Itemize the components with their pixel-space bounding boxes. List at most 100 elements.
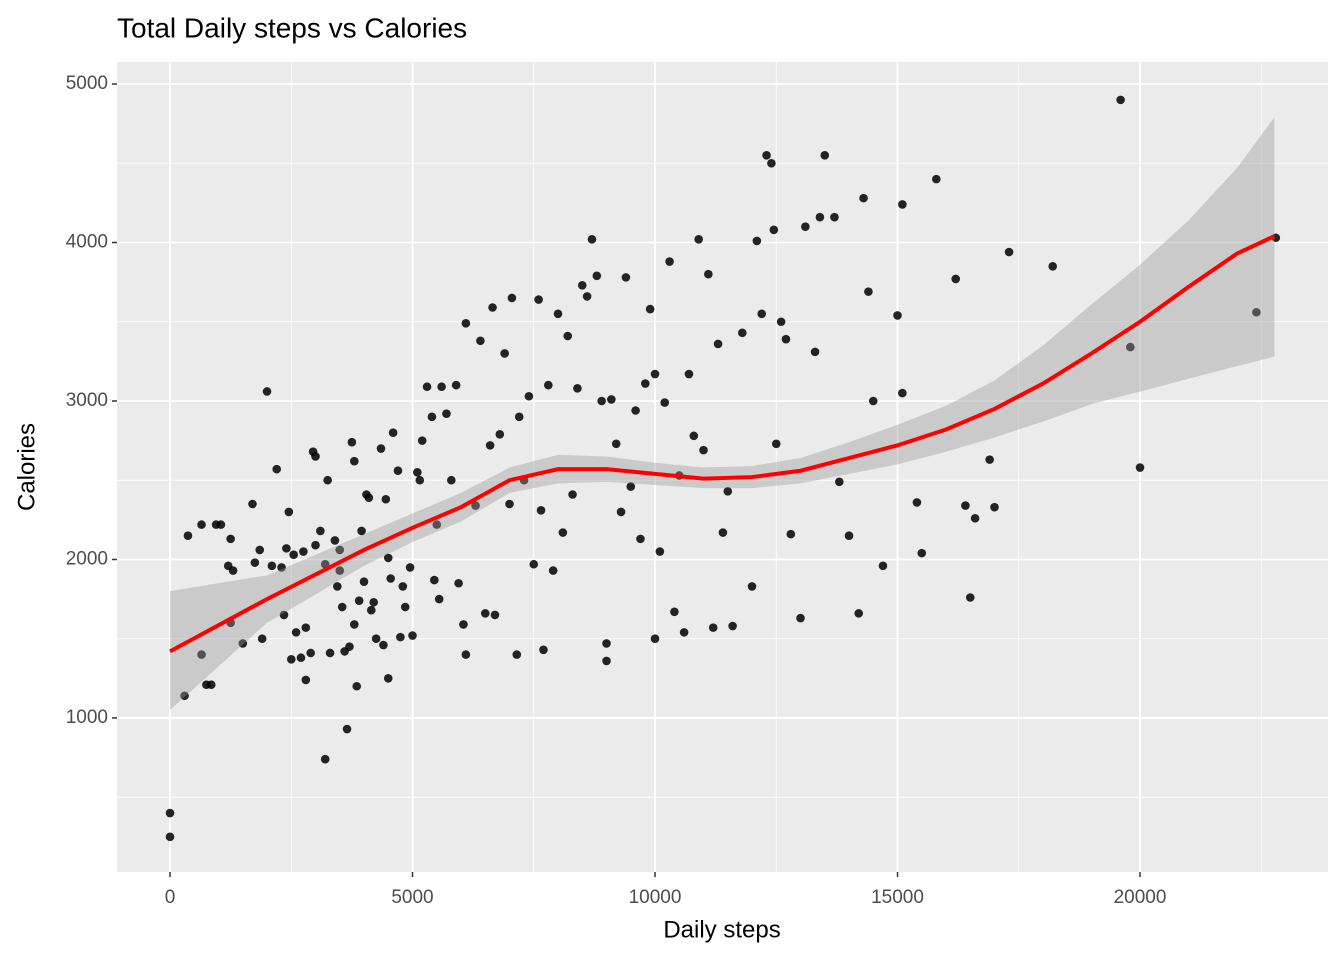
confidence-band bbox=[170, 117, 1275, 711]
point bbox=[878, 561, 888, 571]
point bbox=[854, 609, 864, 618]
point bbox=[311, 540, 320, 550]
point bbox=[228, 566, 238, 575]
point bbox=[379, 640, 388, 650]
point bbox=[393, 466, 403, 476]
point bbox=[371, 634, 381, 644]
point bbox=[621, 273, 631, 282]
point bbox=[320, 754, 330, 764]
point bbox=[684, 369, 694, 379]
point bbox=[512, 650, 522, 659]
x-tick-label: 10000 bbox=[629, 887, 682, 908]
point bbox=[505, 499, 514, 509]
point bbox=[226, 534, 235, 544]
point bbox=[286, 655, 296, 664]
point bbox=[970, 513, 980, 523]
x-tick-label: 0 bbox=[165, 887, 176, 908]
point bbox=[961, 501, 970, 510]
point bbox=[597, 396, 606, 406]
point bbox=[645, 304, 655, 314]
point bbox=[587, 235, 597, 244]
point bbox=[563, 331, 573, 341]
point bbox=[461, 650, 471, 659]
point bbox=[451, 380, 461, 390]
point bbox=[284, 507, 294, 517]
point bbox=[985, 455, 994, 464]
point bbox=[747, 582, 757, 591]
point bbox=[689, 431, 699, 441]
point bbox=[400, 602, 410, 612]
point bbox=[868, 396, 878, 406]
point bbox=[917, 548, 927, 558]
plot-panel bbox=[117, 62, 1328, 872]
point bbox=[437, 382, 446, 392]
point bbox=[577, 281, 587, 290]
point bbox=[801, 222, 810, 231]
chart-title: Total Daily steps vs Calories bbox=[117, 12, 467, 43]
point bbox=[602, 656, 611, 666]
point bbox=[864, 287, 873, 296]
point bbox=[432, 520, 442, 529]
point bbox=[255, 545, 265, 555]
point bbox=[636, 534, 645, 544]
point bbox=[815, 212, 825, 222]
point bbox=[417, 436, 427, 445]
point bbox=[660, 398, 670, 407]
point bbox=[325, 648, 335, 658]
point bbox=[1048, 261, 1058, 271]
point bbox=[602, 639, 611, 648]
y-tick-label: 3000 bbox=[66, 390, 108, 411]
point bbox=[1116, 95, 1125, 105]
point bbox=[335, 566, 345, 575]
x-axis-title: Daily steps bbox=[663, 916, 780, 943]
point bbox=[299, 547, 308, 556]
point bbox=[776, 317, 786, 327]
point bbox=[381, 494, 391, 504]
point bbox=[454, 578, 463, 588]
point bbox=[311, 452, 320, 461]
point bbox=[488, 303, 497, 312]
point bbox=[723, 487, 733, 496]
point bbox=[1252, 307, 1261, 317]
point bbox=[279, 610, 289, 620]
point bbox=[650, 634, 660, 644]
point bbox=[679, 628, 689, 637]
point bbox=[859, 193, 868, 203]
point bbox=[514, 412, 524, 422]
point bbox=[781, 334, 791, 344]
point bbox=[898, 200, 907, 209]
point bbox=[611, 439, 621, 449]
point bbox=[616, 507, 626, 517]
point bbox=[388, 428, 398, 437]
point bbox=[262, 387, 272, 396]
point bbox=[568, 490, 577, 499]
point bbox=[357, 526, 366, 536]
point bbox=[405, 563, 415, 572]
point bbox=[1004, 247, 1014, 257]
point bbox=[376, 444, 386, 453]
point bbox=[366, 605, 376, 615]
point bbox=[573, 384, 582, 393]
point bbox=[912, 498, 922, 507]
point bbox=[369, 597, 379, 607]
point bbox=[476, 336, 485, 346]
point bbox=[704, 269, 713, 279]
point bbox=[626, 482, 636, 491]
point bbox=[197, 650, 206, 659]
point bbox=[713, 339, 723, 349]
point bbox=[500, 349, 509, 358]
point bbox=[330, 536, 340, 545]
x-tick-label: 20000 bbox=[1114, 887, 1167, 908]
point bbox=[430, 575, 439, 585]
point bbox=[893, 311, 902, 320]
point bbox=[990, 502, 999, 512]
point bbox=[427, 412, 437, 422]
point bbox=[757, 309, 767, 319]
point bbox=[548, 566, 558, 575]
point bbox=[350, 620, 359, 629]
point bbox=[665, 257, 674, 266]
point bbox=[364, 493, 374, 502]
point bbox=[345, 642, 354, 651]
y-tick-label: 4000 bbox=[66, 232, 108, 253]
point bbox=[238, 639, 248, 648]
